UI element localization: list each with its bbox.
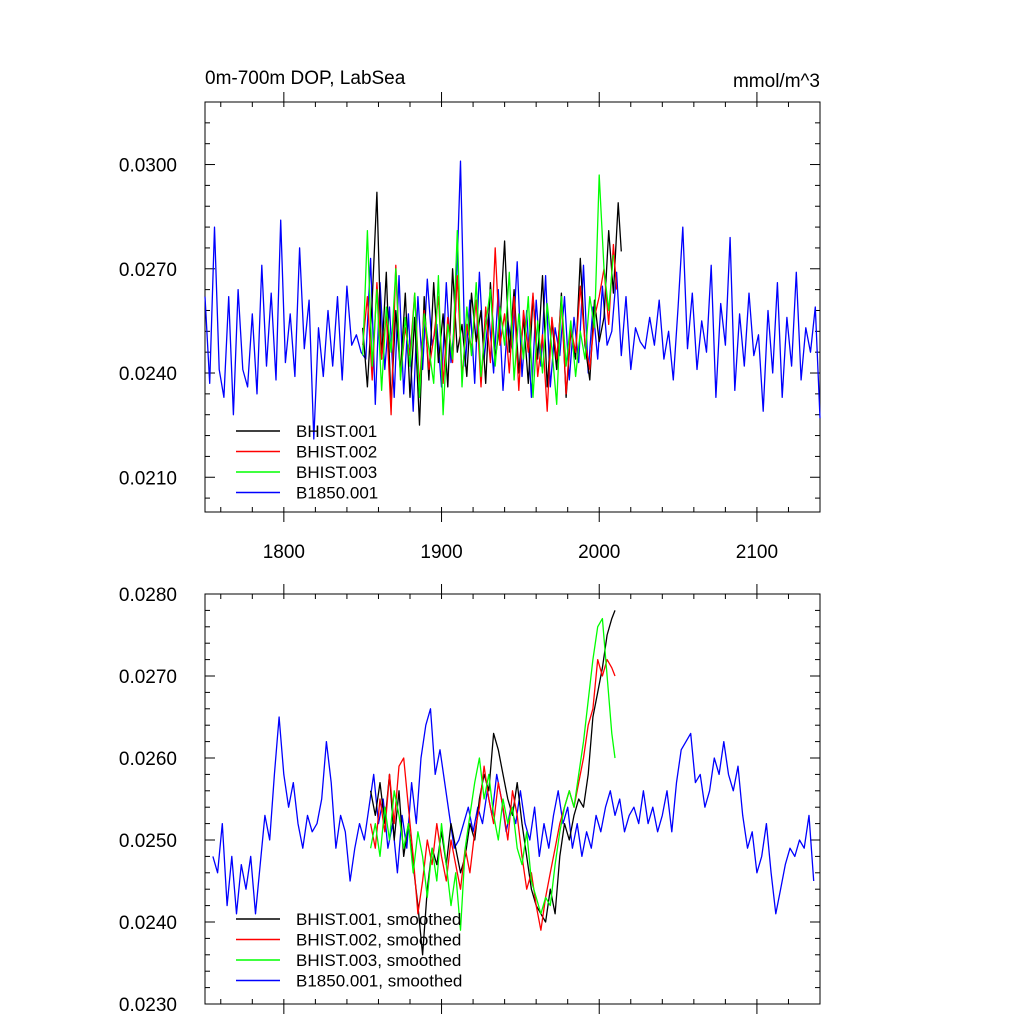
y-tick-label: 0.0300 (119, 156, 177, 177)
y-tick-label: 0.0240 (119, 913, 177, 934)
y-tick-label: 0.0250 (119, 831, 177, 852)
legend-label: BHIST.001, smoothed (296, 910, 461, 929)
y-tick-label: 0.0210 (119, 468, 177, 489)
x-tick-label: 1800 (263, 542, 305, 563)
x-tick-label: 2100 (736, 542, 778, 563)
legend-label: BHIST.003 (296, 463, 377, 482)
x-tick-label: 2000 (578, 542, 620, 563)
top-chart-units: mmol/m^3 (733, 71, 820, 92)
y-tick-label: 0.0270 (119, 260, 177, 281)
legend-label: BHIST.001 (296, 422, 377, 441)
bottom-plot-frame (204, 593, 821, 1005)
y-tick-label: 0.0270 (119, 667, 177, 688)
bottom-panel: 0.0230 0.0240 0.0250 0.0260 0.0270 0.0280 BHIS… (119, 584, 821, 1016)
y-tick-label: 0.0280 (119, 585, 177, 606)
legend-label: BHIST.002, smoothed (296, 931, 461, 950)
legend-label: BHIST.003, smoothed (296, 951, 461, 970)
y-tick-label: 0.0240 (119, 364, 177, 385)
legend-label: B1850.001, smoothed (296, 972, 462, 991)
series-line-bhist-002 (362, 243, 618, 416)
top-panel: 0m-700m DOP, LabSea mmol/m^3 1800 1900 200… (119, 68, 821, 563)
legend-label: B1850.001 (296, 484, 378, 503)
y-tick-label: 0.0260 (119, 749, 177, 770)
series-line-bhist-003-smoothed (369, 617, 616, 931)
series-line-bhist-002-smoothed (369, 658, 616, 931)
top-chart-title: 0m-700m DOP, LabSea (205, 68, 406, 89)
series-line-b1850-001 (204, 160, 821, 440)
x-tick-label: 1900 (420, 542, 462, 563)
legend-label: BHIST.002 (296, 443, 377, 462)
series-line-bhist-003 (362, 174, 615, 416)
y-tick-label: 0.0230 (119, 995, 177, 1016)
